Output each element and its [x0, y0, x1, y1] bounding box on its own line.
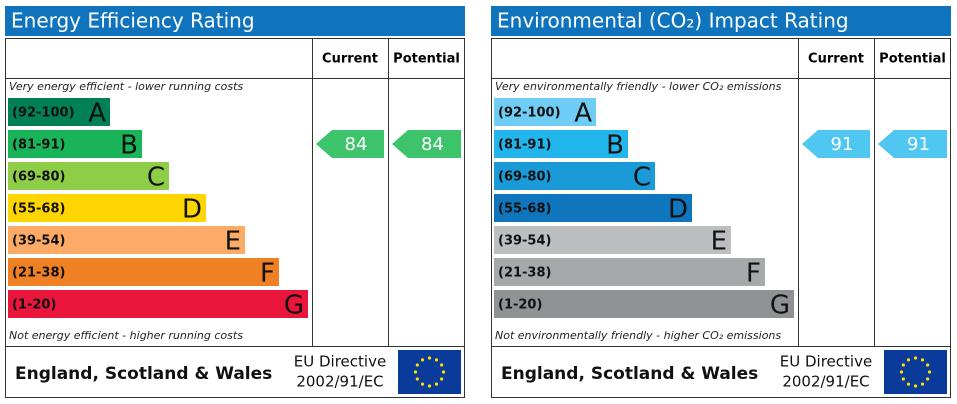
band-bar	[8, 98, 110, 126]
eu-star	[901, 377, 905, 381]
band-letter: D	[668, 195, 688, 225]
region: England, Scotland & Wales	[15, 364, 272, 384]
band-range: (55-68)	[498, 202, 551, 217]
band-range: (1-20)	[12, 298, 56, 313]
band-letter: A	[574, 99, 592, 129]
band-range: (21-38)	[498, 266, 551, 281]
eu-star	[420, 358, 425, 362]
eu-star	[899, 370, 904, 374]
eu-star	[926, 363, 930, 367]
column-header: Current	[322, 52, 378, 67]
band-letter: D	[182, 195, 202, 225]
band-bar	[8, 226, 245, 254]
title-bar	[5, 6, 465, 36]
rating-arrow	[316, 130, 384, 158]
eu-star	[413, 370, 418, 374]
region: England, Scotland & Wales	[501, 364, 758, 384]
eu-star	[441, 370, 446, 374]
band-range: (69-80)	[12, 170, 65, 185]
band-letter: E	[225, 227, 241, 257]
eu-star	[920, 382, 925, 386]
band-letter: G	[770, 291, 790, 321]
band-range: (21-38)	[12, 266, 65, 281]
top-note: Very energy efficient - lower running co…	[9, 80, 243, 93]
panel-title: Energy Efficiency Rating	[11, 9, 255, 33]
top-note: Very environmentally friendly - lower CO…	[495, 80, 782, 93]
bottom-note: Not energy efficient - higher running co…	[9, 329, 243, 342]
band-range: (92-100)	[12, 106, 75, 121]
bottom-note: Not environmentally friendly - higher CO…	[495, 329, 781, 342]
directive: EU Directive	[780, 353, 872, 371]
directive: EU Directive	[294, 353, 386, 371]
eu-star	[913, 384, 918, 388]
band-letter: F	[260, 259, 275, 289]
band-bar	[8, 162, 169, 190]
rating-arrow	[878, 130, 947, 158]
band-range: (55-68)	[12, 202, 65, 217]
panel-frame	[5, 38, 465, 398]
eu-star	[427, 384, 432, 388]
column-header: Potential	[393, 52, 460, 67]
eu-star	[427, 356, 432, 360]
rating-value: 84	[345, 134, 368, 155]
eu-star	[440, 363, 444, 367]
eu-star	[434, 382, 439, 386]
band-letter: G	[284, 291, 304, 321]
eu-star	[415, 363, 419, 367]
panel-frame	[491, 38, 951, 398]
band-bar	[8, 258, 279, 286]
band-letter: A	[88, 99, 106, 129]
band-letter: C	[633, 163, 651, 193]
eu-star	[926, 377, 930, 381]
directive: 2002/91/EC	[296, 373, 383, 391]
band-bar	[494, 194, 692, 222]
title-bar	[491, 6, 951, 36]
rating-arrow	[802, 130, 870, 158]
band-range: (81-91)	[498, 138, 551, 153]
band-range: (39-54)	[12, 234, 65, 249]
eu-star	[906, 358, 911, 362]
epc-panel: Energy Efficiency Rating Current Potential…	[5, 6, 465, 398]
band-bar	[8, 290, 308, 318]
rating-value: 91	[831, 134, 854, 155]
band-bar	[8, 194, 206, 222]
band-letter: E	[711, 227, 727, 257]
band-range: (39-54)	[498, 234, 551, 249]
band-range: (69-80)	[498, 170, 551, 185]
band-bar	[494, 98, 596, 126]
eu-star	[901, 363, 905, 367]
eu-star	[415, 377, 419, 381]
band-bar	[494, 258, 765, 286]
epc-panel: Environmental (CO₂) Impact Rating Current…	[491, 6, 951, 398]
band-bar	[494, 290, 794, 318]
column-header: Potential	[879, 52, 946, 67]
band-letter: F	[746, 259, 761, 289]
band-range: (1-20)	[498, 298, 542, 313]
eu-star	[420, 382, 425, 386]
directive: 2002/91/EC	[782, 373, 869, 391]
band-letter: C	[147, 163, 165, 193]
eu-star	[440, 377, 444, 381]
rating-value: 91	[907, 134, 930, 155]
band-letter: B	[120, 131, 138, 161]
eu-star	[927, 370, 932, 374]
band-bar	[494, 130, 628, 158]
rating-arrow	[392, 130, 461, 158]
rating-value: 84	[421, 134, 444, 155]
band-bar	[8, 130, 142, 158]
band-letter: B	[606, 131, 624, 161]
eu-star	[906, 382, 911, 386]
eu-star	[920, 358, 925, 362]
band-range: (81-91)	[12, 138, 65, 153]
band-bar	[494, 162, 655, 190]
eu-star	[434, 358, 439, 362]
eu-star	[913, 356, 918, 360]
band-bar	[494, 226, 731, 254]
band-range: (92-100)	[498, 106, 561, 121]
column-header: Current	[808, 52, 864, 67]
panel-title: Environmental (CO₂) Impact Rating	[497, 9, 849, 33]
